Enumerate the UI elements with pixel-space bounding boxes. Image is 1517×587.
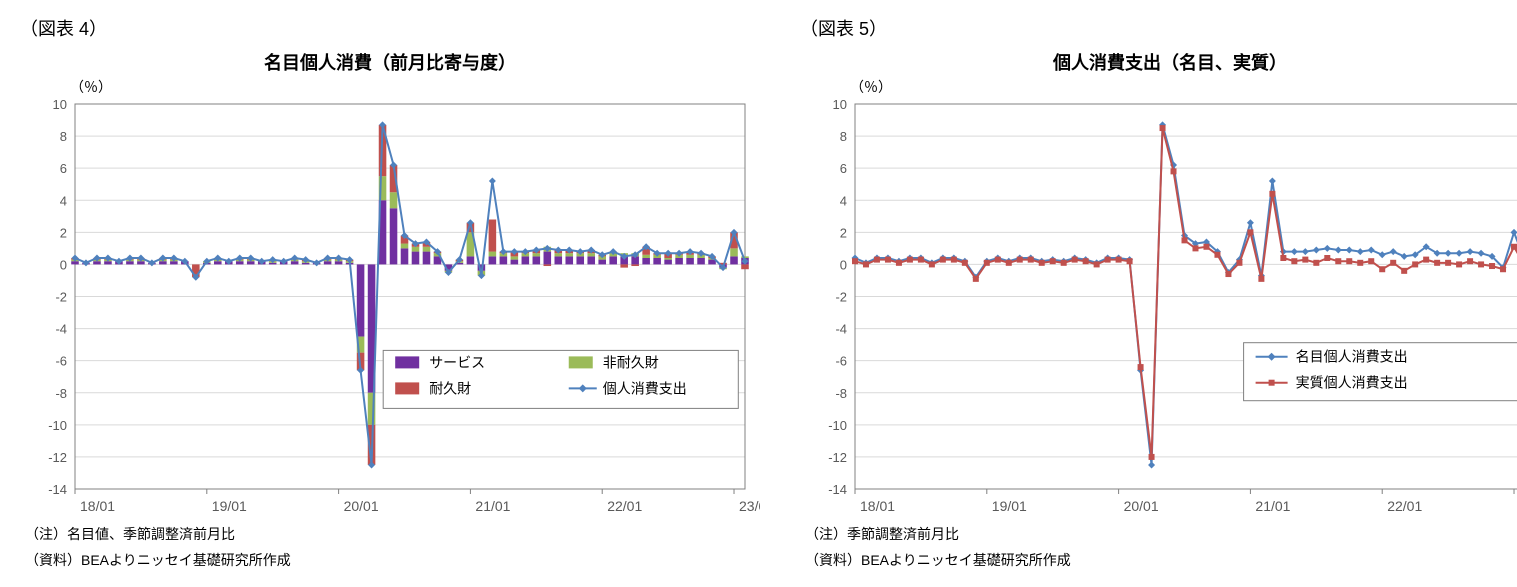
svg-text:22/01: 22/01: [607, 498, 642, 514]
svg-text:2: 2: [60, 225, 67, 240]
svg-text:8: 8: [840, 129, 847, 144]
chart5-title: 個人消費支出（名目、実質）: [790, 49, 1517, 75]
svg-text:-4: -4: [835, 322, 847, 337]
svg-text:19/01: 19/01: [992, 498, 1027, 514]
svg-text:-6: -6: [835, 354, 847, 369]
chart4-yunit: （％）: [70, 77, 770, 97]
svg-text:-10: -10: [48, 418, 67, 433]
chart4-panel: （図表 4） 名目個人消費（前月比寄与度） （％） -14-12-10-8-6-…: [10, 10, 770, 570]
chart4-note2: （資料）BEAよりニッセイ基礎研究所作成: [25, 551, 770, 571]
svg-text:18/01: 18/01: [860, 498, 895, 514]
svg-text:10: 10: [53, 99, 67, 112]
svg-text:8: 8: [60, 129, 67, 144]
svg-text:18/01: 18/01: [80, 498, 115, 514]
svg-text:10: 10: [833, 99, 847, 112]
svg-text:-6: -6: [55, 354, 67, 369]
svg-text:20/01: 20/01: [1124, 498, 1159, 514]
chart5-yunit: （％）: [850, 77, 1517, 97]
svg-text:-2: -2: [55, 290, 67, 305]
chart5-svg: -14 -12 -10 -8 -6 -4 -2 0 2 4 6 8 10 18/01 19/01 20/01 2…: [800, 99, 1517, 519]
chart5-plot: -14 -12 -10 -8 -6 -4 -2 0 2 4 6 8 10 18/01 19/01 20/01 2…: [800, 99, 1517, 519]
chart5-note2: （資料）BEAよりニッセイ基礎研究所作成: [805, 551, 1517, 571]
svg-text:4: 4: [840, 193, 847, 208]
svg-text:-8: -8: [835, 386, 847, 401]
svg-text:-2: -2: [835, 290, 847, 305]
svg-text:20/01: 20/01: [344, 498, 379, 514]
chart5-panel: （図表 5） 個人消費支出（名目、実質） （％） -14 -12 -10 -8 -6 -4…: [790, 10, 1517, 570]
svg-text:22/01: 22/01: [1387, 498, 1422, 514]
chart4-svg: -14 -12 -10 -8 -6 -4 -2 0 2 4 6 8 10 18/01 19/01 20/01 2…: [20, 99, 760, 519]
svg-text:2: 2: [840, 225, 847, 240]
chart4-plot: -14 -12 -10 -8 -6 -4 -2 0 2 4 6 8 10 18/01 19/01 20/01 2…: [20, 99, 760, 519]
svg-text:名目個人消費支出: 名目個人消費支出: [1296, 349, 1408, 365]
svg-text:0: 0: [840, 257, 847, 272]
svg-text:23/01: 23/01: [739, 498, 760, 514]
svg-text:-12: -12: [48, 450, 67, 465]
svg-text:-14: -14: [828, 482, 847, 497]
chart4-title: 名目個人消費（前月比寄与度）: [10, 49, 770, 75]
svg-text:非耐久財: 非耐久財: [603, 354, 659, 370]
chart4-figure-label: （図表 4）: [20, 15, 770, 41]
svg-text:21/01: 21/01: [475, 498, 510, 514]
svg-text:-10: -10: [828, 418, 847, 433]
svg-text:19/01: 19/01: [212, 498, 247, 514]
chart5-figure-label: （図表 5）: [800, 15, 1517, 41]
svg-text:-12: -12: [828, 450, 847, 465]
svg-text:-14: -14: [48, 482, 67, 497]
svg-text:21/01: 21/01: [1255, 498, 1290, 514]
svg-text:4: 4: [60, 193, 67, 208]
svg-text:-4: -4: [55, 322, 67, 337]
svg-text:個人消費支出: 個人消費支出: [603, 380, 687, 396]
svg-text:耐久財: 耐久財: [429, 380, 471, 396]
svg-text:サービス: サービス: [429, 354, 485, 370]
svg-text:6: 6: [60, 161, 67, 176]
svg-text:0: 0: [60, 257, 67, 272]
chart5-note1: （注）季節調整済前月比: [805, 525, 1517, 545]
chart4-note1: （注）名目値、季節調整済前月比: [25, 525, 770, 545]
svg-text:6: 6: [840, 161, 847, 176]
svg-text:-8: -8: [55, 386, 67, 401]
svg-text:実質個人消費支出: 実質個人消費支出: [1296, 375, 1408, 391]
